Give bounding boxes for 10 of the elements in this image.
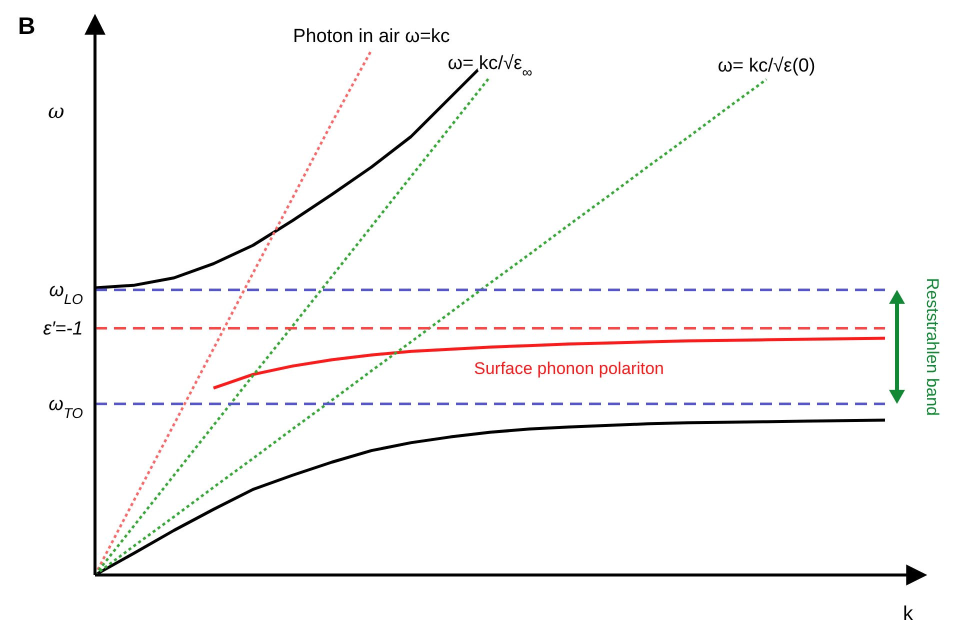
series-label: Surface phonon polariton	[474, 359, 664, 378]
text: B	[18, 13, 36, 40]
x-axis-title: k	[903, 603, 914, 625]
series-label: ω$_{LO}$	[49, 280, 83, 308]
series-label: ω= kc/√ε(0)	[718, 55, 816, 76]
series-label: ω$_{TO}$	[48, 394, 83, 422]
y-axis-title: ω	[48, 99, 64, 123]
series-label: Photon in air ω=kc	[293, 26, 450, 47]
annotation: Reststrahlen band	[923, 278, 942, 416]
series-label: ε′=-1	[43, 318, 83, 340]
